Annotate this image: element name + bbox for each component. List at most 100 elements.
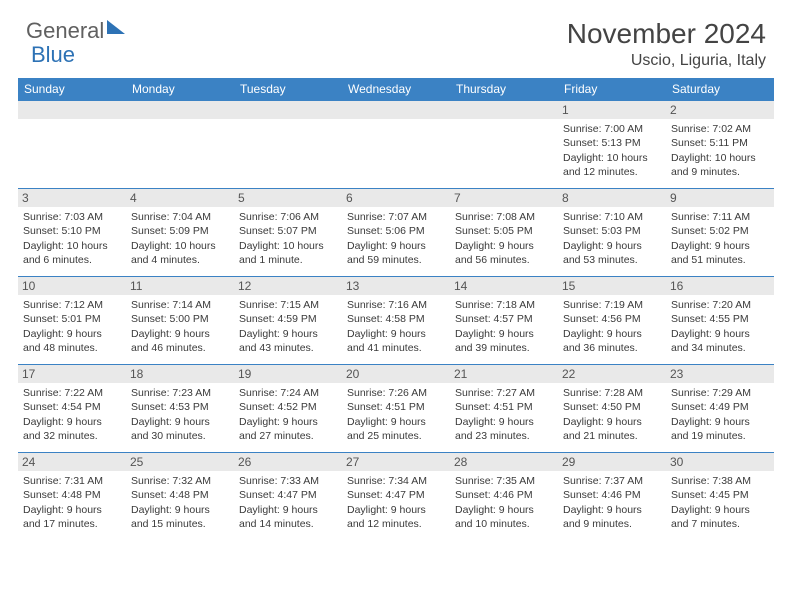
- day-sunrise: Sunrise: 7:24 AM: [239, 386, 337, 400]
- day-sunrise: Sunrise: 7:18 AM: [455, 298, 553, 312]
- day-sunrise: Sunrise: 7:06 AM: [239, 210, 337, 224]
- day-cell: 15Sunrise: 7:19 AMSunset: 4:56 PMDayligh…: [558, 276, 666, 364]
- day-sunrise: Sunrise: 7:07 AM: [347, 210, 445, 224]
- day-daylight: Daylight: 9 hours and 41 minutes.: [347, 327, 445, 355]
- day-sunrise: Sunrise: 7:20 AM: [671, 298, 769, 312]
- day-sunset: Sunset: 4:58 PM: [347, 312, 445, 326]
- day-sunset: Sunset: 5:13 PM: [563, 136, 661, 150]
- day-sunset: Sunset: 4:46 PM: [563, 488, 661, 502]
- day-cell: 10Sunrise: 7:12 AMSunset: 5:01 PMDayligh…: [18, 276, 126, 364]
- day-sunrise: Sunrise: 7:27 AM: [455, 386, 553, 400]
- day-number: 19: [234, 365, 342, 383]
- day-sunset: Sunset: 5:01 PM: [23, 312, 121, 326]
- day-daylight: Daylight: 9 hours and 59 minutes.: [347, 239, 445, 267]
- header: General November 2024 Uscio, Liguria, It…: [0, 0, 792, 78]
- day-sunrise: Sunrise: 7:08 AM: [455, 210, 553, 224]
- day-cell: 2Sunrise: 7:02 AMSunset: 5:11 PMDaylight…: [666, 100, 774, 188]
- day-cell: 12Sunrise: 7:15 AMSunset: 4:59 PMDayligh…: [234, 276, 342, 364]
- day-sunrise: Sunrise: 7:16 AM: [347, 298, 445, 312]
- day-number: 23: [666, 365, 774, 383]
- day-daylight: Daylight: 9 hours and 27 minutes.: [239, 415, 337, 443]
- day-daylight: Daylight: 9 hours and 30 minutes.: [131, 415, 229, 443]
- day-sunset: Sunset: 5:06 PM: [347, 224, 445, 238]
- week-row: 24Sunrise: 7:31 AMSunset: 4:48 PMDayligh…: [18, 452, 774, 540]
- day-cell: 14Sunrise: 7:18 AMSunset: 4:57 PMDayligh…: [450, 276, 558, 364]
- day-daylight: Daylight: 9 hours and 23 minutes.: [455, 415, 553, 443]
- day-cell: 26Sunrise: 7:33 AMSunset: 4:47 PMDayligh…: [234, 452, 342, 540]
- day-sunset: Sunset: 5:00 PM: [131, 312, 229, 326]
- day-sunset: Sunset: 4:47 PM: [239, 488, 337, 502]
- day-cell: 13Sunrise: 7:16 AMSunset: 4:58 PMDayligh…: [342, 276, 450, 364]
- day-cell: 21Sunrise: 7:27 AMSunset: 4:51 PMDayligh…: [450, 364, 558, 452]
- day-number: 29: [558, 453, 666, 471]
- day-sunset: Sunset: 5:02 PM: [671, 224, 769, 238]
- day-cell: [126, 100, 234, 188]
- day-sunset: Sunset: 4:51 PM: [347, 400, 445, 414]
- day-cell: 19 Sunrise: 7:24 AMSunset: 4:52 PMDayligh…: [234, 364, 342, 452]
- day-cell: 9Sunrise: 7:11 AMSunset: 5:02 PMDaylight…: [666, 188, 774, 276]
- day-daylight: Daylight: 9 hours and 9 minutes.: [563, 503, 661, 531]
- day-sunrise: Sunrise: 7:26 AM: [347, 386, 445, 400]
- day-number: 25: [126, 453, 234, 471]
- day-number: 12: [234, 277, 342, 295]
- week-row: 1 Sunrise: 7:00 AMSunset: 5:13 PM Daylight…: [18, 100, 774, 188]
- logo-triangle-icon: [107, 20, 125, 34]
- title-block: November 2024 Uscio, Liguria, Italy: [567, 18, 766, 70]
- day-cell: 8Sunrise: 7:10 AMSunset: 5:03 PMDaylight…: [558, 188, 666, 276]
- day-sunset: Sunset: 4:49 PM: [671, 400, 769, 414]
- day-sunrise: Sunrise: 7:00 AM: [563, 122, 661, 136]
- dow-header: Sunday: [18, 78, 126, 100]
- day-daylight: Daylight: 9 hours and 14 minutes.: [239, 503, 337, 531]
- day-number: 1: [558, 101, 666, 119]
- day-sunset: Sunset: 4:48 PM: [23, 488, 121, 502]
- day-number: 6: [342, 189, 450, 207]
- day-number: 27: [342, 453, 450, 471]
- day-number: 9: [666, 189, 774, 207]
- day-cell: 29 Sunrise: 7:37 AMSunset: 4:46 PMDayligh…: [558, 452, 666, 540]
- day-sunrise: Sunrise: 7:32 AM: [131, 474, 229, 488]
- calendar: Sunday Monday Tuesday Wednesday Thursday…: [18, 78, 774, 540]
- day-cell: 30Sunrise: 7:38 AMSunset: 4:45 PMDayligh…: [666, 452, 774, 540]
- day-daylight: Daylight: 10 hours and 9 minutes.: [671, 151, 769, 179]
- day-cell: 4Sunrise: 7:04 AMSunset: 5:09 PMDaylight…: [126, 188, 234, 276]
- day-daylight: Daylight: 9 hours and 7 minutes.: [671, 503, 769, 531]
- day-sunset: Sunset: 4:54 PM: [23, 400, 121, 414]
- day-cell: 5Sunrise: 7:06 AMSunset: 5:07 PMDaylight…: [234, 188, 342, 276]
- day-number: 20: [342, 365, 450, 383]
- day-sunrise: Sunrise: 7:35 AM: [455, 474, 553, 488]
- day-daylight: Daylight: 9 hours and 39 minutes.: [455, 327, 553, 355]
- day-number: 18: [126, 365, 234, 383]
- day-sunrise: Sunrise: 7:37 AM: [563, 474, 661, 488]
- day-sunset: Sunset: 4:50 PM: [563, 400, 661, 414]
- day-sunrise: Sunrise: 7:31 AM: [23, 474, 121, 488]
- day-daylight: Daylight: 9 hours and 19 minutes.: [671, 415, 769, 443]
- week-row: 10Sunrise: 7:12 AMSunset: 5:01 PMDayligh…: [18, 276, 774, 364]
- day-cell: [342, 100, 450, 188]
- dow-header-row: Sunday Monday Tuesday Wednesday Thursday…: [18, 78, 774, 100]
- day-daylight: Daylight: 10 hours and 6 minutes.: [23, 239, 121, 267]
- dow-header: Friday: [558, 78, 666, 100]
- day-daylight: Daylight: 10 hours and 4 minutes.: [131, 239, 229, 267]
- day-cell: 6 Sunrise: 7:07 AMSunset: 5:06 PMDaylight…: [342, 188, 450, 276]
- dow-header: Thursday: [450, 78, 558, 100]
- day-sunrise: Sunrise: 7:02 AM: [671, 122, 769, 136]
- day-daylight: Daylight: 9 hours and 46 minutes.: [131, 327, 229, 355]
- day-cell: 23Sunrise: 7:29 AMSunset: 4:49 PMDayligh…: [666, 364, 774, 452]
- day-number: 14: [450, 277, 558, 295]
- day-daylight: Daylight: 9 hours and 17 minutes.: [23, 503, 121, 531]
- day-daylight: Daylight: 9 hours and 48 minutes.: [23, 327, 121, 355]
- day-cell: 7Sunrise: 7:08 AMSunset: 5:05 PMDaylight…: [450, 188, 558, 276]
- day-number: 15: [558, 277, 666, 295]
- day-cell: 22Sunrise: 7:28 AMSunset: 4:50 PMDayligh…: [558, 364, 666, 452]
- day-number: 2: [666, 101, 774, 119]
- weeks-container: 1 Sunrise: 7:00 AMSunset: 5:13 PM Daylight…: [18, 100, 774, 540]
- day-sunset: Sunset: 4:45 PM: [671, 488, 769, 502]
- day-sunset: Sunset: 4:52 PM: [239, 400, 337, 414]
- day-number: 26: [234, 453, 342, 471]
- dow-header: Tuesday: [234, 78, 342, 100]
- day-sunrise: Sunrise: 7:14 AM: [131, 298, 229, 312]
- day-number: 21: [450, 365, 558, 383]
- day-cell: 28Sunrise: 7:35 AMSunset: 4:46 PMDayligh…: [450, 452, 558, 540]
- day-sunset: Sunset: 4:46 PM: [455, 488, 553, 502]
- day-number: 7: [450, 189, 558, 207]
